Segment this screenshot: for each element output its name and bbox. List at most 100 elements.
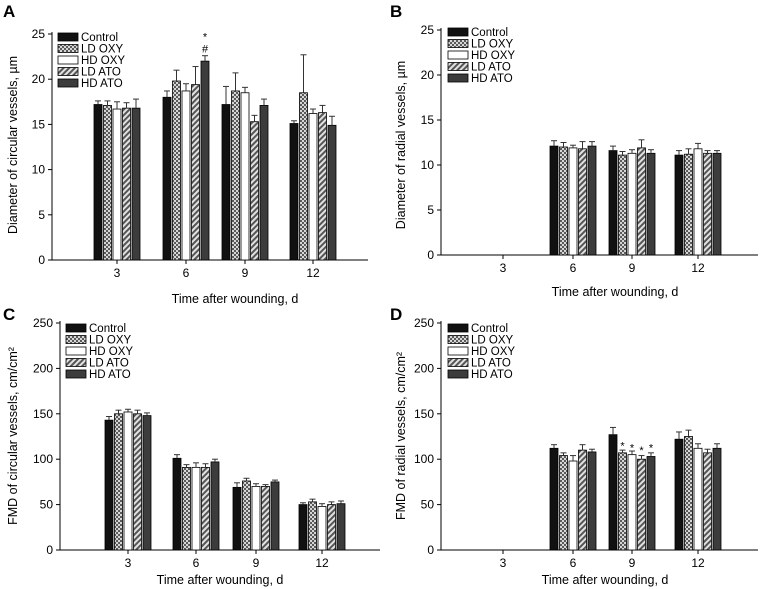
significance-mark-a: * bbox=[203, 32, 208, 44]
x-tick-label-b: 12 bbox=[691, 261, 705, 275]
bar-b-ld-ato-day9 bbox=[637, 147, 646, 256]
legend-swatch-c-hd-oxy bbox=[65, 346, 87, 356]
y-tick-label-a: 10 bbox=[32, 163, 46, 177]
bar-d-hd-oxy-day9 bbox=[627, 454, 637, 551]
y-tick-label-a: 25 bbox=[32, 27, 46, 41]
legend-swatch-d-control bbox=[447, 323, 469, 333]
legend-swatch-d-ld-ato bbox=[447, 358, 469, 367]
y-tick-label-c: 250 bbox=[33, 316, 53, 330]
y-tick-label-b: 15 bbox=[421, 113, 435, 127]
y-tick-label-b: 20 bbox=[421, 68, 435, 82]
legend-swatch-c-hd-ato bbox=[65, 369, 87, 379]
y-tick-label-c: 50 bbox=[40, 498, 54, 512]
bar-b-hd-oxy-day12 bbox=[693, 148, 703, 256]
legend-label-d-ld-ato: LD ATO bbox=[471, 358, 511, 370]
legend-label-a-ld-ato: LD ATO bbox=[81, 67, 121, 79]
y-tick-label-c: 0 bbox=[46, 543, 53, 557]
y-tick-label-d: 100 bbox=[414, 452, 434, 466]
legend-label-b-control: Control bbox=[471, 27, 508, 39]
bar-b-control-day6 bbox=[549, 145, 559, 256]
legend-label-b-ld-oxy: LD OXY bbox=[471, 39, 514, 51]
bar-a-hd-oxy-day12 bbox=[308, 113, 318, 261]
bar-c-control-day3 bbox=[104, 419, 114, 551]
legend-label-c-hd-oxy: HD OXY bbox=[89, 346, 133, 358]
bar-b-ld-oxy-day6 bbox=[559, 146, 568, 256]
bar-c-ld-oxy-day6 bbox=[182, 466, 191, 551]
bar-a-hd-oxy-day6 bbox=[181, 90, 191, 261]
bar-d-ld-ato-day6 bbox=[578, 449, 587, 551]
x-tick-label-d: 12 bbox=[691, 556, 705, 570]
legend-label-d-hd-ato: HD ATO bbox=[471, 369, 513, 381]
panel-letter-b: B bbox=[390, 2, 402, 21]
y-tick-label-b: 10 bbox=[421, 158, 435, 172]
bar-d-ld-ato-day12 bbox=[703, 452, 712, 551]
legend-label-d-control: Control bbox=[471, 323, 508, 335]
x-tick-label-d: 3 bbox=[500, 556, 507, 570]
bar-a-control-day6 bbox=[162, 96, 172, 261]
bar-b-control-day9 bbox=[608, 150, 618, 256]
significance-mark-a: # bbox=[202, 43, 209, 55]
bar-b-ld-ato-day6 bbox=[578, 148, 587, 256]
significance-mark-d: * bbox=[639, 445, 644, 457]
bar-d-hd-ato-day12 bbox=[712, 447, 722, 551]
bar-b-hd-oxy-day9 bbox=[627, 152, 637, 256]
x-tick-label-a: 9 bbox=[242, 266, 249, 280]
legend-swatch-c-ld-ato bbox=[65, 358, 87, 367]
y-tick-label-d: 200 bbox=[414, 361, 434, 375]
bar-b-hd-oxy-day6 bbox=[568, 147, 578, 256]
legend-swatch-c-control bbox=[65, 323, 87, 333]
y-tick-label-c: 200 bbox=[33, 361, 53, 375]
bar-a-ld-ato-day6 bbox=[191, 84, 200, 261]
bar-d-ld-ato-day9 bbox=[637, 458, 646, 551]
bar-a-control-day3 bbox=[93, 104, 103, 261]
legend-label-a-ld-oxy: LD OXY bbox=[81, 44, 124, 56]
bar-c-control-day12 bbox=[298, 504, 308, 551]
legend-label-d-ld-oxy: LD OXY bbox=[471, 335, 514, 347]
x-axis-label-c: Time after wounding, d bbox=[157, 573, 284, 587]
legend-swatch-d-hd-oxy bbox=[447, 346, 469, 356]
x-tick-label-d: 6 bbox=[570, 556, 577, 570]
significance-mark-d: * bbox=[649, 442, 654, 454]
y-tick-label-b: 0 bbox=[427, 248, 434, 262]
legend-label-a-hd-ato: HD ATO bbox=[81, 78, 123, 90]
bar-a-ld-oxy-day6 bbox=[172, 80, 181, 261]
legend-swatch-d-ld-oxy bbox=[447, 335, 469, 344]
bar-c-hd-ato-day3 bbox=[142, 415, 152, 551]
bar-c-control-day6 bbox=[172, 457, 182, 551]
legend-swatch-c-ld-oxy bbox=[65, 335, 87, 344]
panel-letter-c: C bbox=[3, 305, 15, 324]
y-tick-label-b: 5 bbox=[427, 203, 434, 217]
y-tick-label-d: 0 bbox=[427, 543, 434, 557]
legend-label-c-ld-oxy: LD OXY bbox=[89, 335, 132, 347]
bar-d-ld-oxy-day9 bbox=[618, 452, 627, 551]
x-tick-label-b: 6 bbox=[570, 261, 577, 275]
legend-swatch-b-hd-ato bbox=[447, 73, 469, 83]
legend-swatch-a-ld-ato bbox=[57, 67, 79, 76]
bar-c-ld-ato-day12 bbox=[327, 504, 336, 551]
x-tick-label-a: 3 bbox=[114, 266, 121, 280]
legend-swatch-a-control bbox=[57, 32, 79, 42]
x-tick-label-c: 6 bbox=[193, 556, 200, 570]
legend-label-a-control: Control bbox=[81, 32, 118, 44]
legend-swatch-b-ld-ato bbox=[447, 62, 469, 71]
legend-swatch-b-ld-oxy bbox=[447, 39, 469, 48]
y-tick-label-a: 5 bbox=[38, 208, 45, 222]
legend-label-b-ld-ato: LD ATO bbox=[471, 62, 511, 74]
bar-c-hd-ato-day9 bbox=[270, 481, 280, 551]
bar-d-hd-ato-day6 bbox=[587, 451, 597, 551]
bar-a-hd-oxy-day9 bbox=[240, 92, 250, 261]
x-tick-label-d: 9 bbox=[629, 556, 636, 570]
bar-a-ld-oxy-day3 bbox=[103, 105, 112, 261]
bar-a-hd-ato-day6 bbox=[200, 60, 210, 261]
bar-c-hd-ato-day6 bbox=[210, 461, 220, 551]
y-tick-label-c: 150 bbox=[33, 407, 53, 421]
y-tick-label-d: 50 bbox=[421, 498, 435, 512]
y-tick-label-d: 150 bbox=[414, 407, 434, 421]
bar-d-ld-oxy-day12 bbox=[684, 436, 693, 551]
legend-swatch-b-control bbox=[447, 27, 469, 37]
bar-c-hd-ato-day12 bbox=[336, 503, 346, 551]
significance-mark-d: * bbox=[630, 442, 635, 454]
